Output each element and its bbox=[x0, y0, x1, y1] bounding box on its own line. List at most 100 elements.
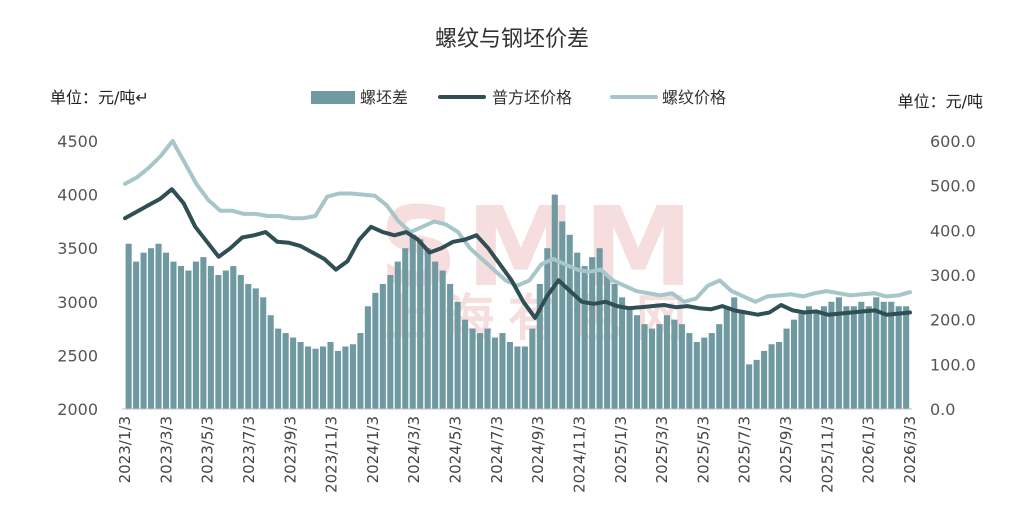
spread-bar bbox=[334, 350, 342, 409]
spread-bar bbox=[798, 310, 805, 409]
right-axis: 600.0 500.0 400.0 300.0 200.0 100.0 0.0 bbox=[930, 132, 976, 419]
x-axis: 2023/1/3 2023/3/3 2023/5/3 2023/7/3 2023/9/3… bbox=[116, 416, 919, 493]
x-tick-label: 2025/5/3 bbox=[694, 416, 712, 483]
x-tick-label: 2023/11/3 bbox=[323, 416, 341, 493]
x-tick-label: 2023/9/3 bbox=[281, 416, 299, 483]
right-tick-label: 200.0 bbox=[930, 311, 976, 330]
spread-bar bbox=[835, 297, 842, 409]
left-tick-label: 3000 bbox=[57, 293, 98, 312]
left-axis: 4500 4000 3500 3000 2500 2000 bbox=[57, 132, 98, 419]
x-tick-label: 2024/5/3 bbox=[447, 416, 465, 483]
legend-label-billet: 普方坯价格 bbox=[492, 88, 572, 107]
spread-bar bbox=[267, 315, 274, 409]
spread-bar bbox=[364, 306, 371, 409]
rebar-price-line bbox=[123, 139, 912, 304]
left-tick-label: 3500 bbox=[57, 239, 98, 258]
x-tick-label: 2024/1/3 bbox=[364, 416, 382, 483]
x-tick-label: 2023/3/3 bbox=[157, 416, 175, 483]
x-tick-label: 2025/11/3 bbox=[818, 416, 836, 493]
spread-bar bbox=[260, 297, 267, 409]
x-tick-label: 2024/11/3 bbox=[571, 416, 589, 493]
spread-bar bbox=[372, 292, 379, 409]
spread-bar bbox=[581, 266, 588, 409]
right-tick-label: 600.0 bbox=[930, 132, 976, 151]
spread-bar bbox=[185, 270, 192, 409]
spread-bar bbox=[290, 337, 297, 409]
x-tick-label: 2023/7/3 bbox=[240, 416, 258, 483]
legend-label-spread: 螺坯差 bbox=[360, 88, 408, 107]
spread-bar bbox=[305, 346, 312, 409]
spread-bar bbox=[880, 301, 887, 409]
spread-bar bbox=[574, 252, 581, 409]
x-tick-label: 2025/9/3 bbox=[777, 416, 795, 483]
spread-bar bbox=[783, 328, 790, 409]
spread-bar bbox=[447, 283, 454, 409]
legend: 螺坯差 普方坯价格 螺纹价格 bbox=[311, 88, 726, 107]
spread-bar bbox=[746, 364, 753, 409]
spread-bar bbox=[222, 270, 229, 409]
x-tick-label: 2026/3/3 bbox=[901, 416, 919, 483]
spread-bar bbox=[125, 243, 132, 409]
spread-bar bbox=[596, 248, 603, 409]
spread-bar bbox=[611, 283, 618, 409]
spread-bar bbox=[469, 328, 476, 409]
spread-bar bbox=[828, 301, 835, 409]
legend-label-rebar: 螺纹价格 bbox=[662, 88, 726, 107]
spread-bar bbox=[648, 328, 656, 409]
spread-bar bbox=[387, 275, 394, 409]
spread-bar bbox=[357, 333, 364, 409]
x-tick-label: 2025/3/3 bbox=[653, 416, 671, 483]
x-tick-label: 2025/7/3 bbox=[736, 416, 754, 483]
spread-bar bbox=[693, 342, 700, 409]
spread-bar bbox=[895, 306, 902, 409]
x-tick-label: 2024/9/3 bbox=[529, 416, 547, 483]
spread-bar bbox=[424, 248, 431, 409]
spread-bar bbox=[192, 261, 199, 409]
spread-bar bbox=[521, 346, 528, 409]
spread-bar bbox=[544, 248, 551, 409]
spread-bar bbox=[738, 310, 745, 409]
spread-bar bbox=[790, 319, 798, 409]
spread-bar bbox=[858, 301, 865, 409]
spread-bar bbox=[820, 306, 827, 409]
spread-bar bbox=[439, 270, 446, 409]
spread-bar bbox=[162, 252, 170, 409]
spread-bar bbox=[559, 221, 566, 409]
spread-bar bbox=[282, 333, 289, 409]
left-axis-unit: 单位：元/吨↵ bbox=[50, 88, 149, 107]
spread-bar bbox=[813, 310, 820, 409]
spread-bar bbox=[432, 261, 439, 409]
spread-bar bbox=[619, 297, 626, 409]
right-tick-label: 400.0 bbox=[930, 221, 976, 240]
spread-bar bbox=[626, 306, 633, 409]
spread-bar bbox=[230, 266, 237, 409]
spread-bar bbox=[133, 261, 140, 409]
x-tick-label: 2023/5/3 bbox=[199, 416, 217, 483]
spread-bar bbox=[342, 346, 349, 409]
spread-bar bbox=[805, 306, 813, 409]
spread-bar bbox=[207, 266, 214, 409]
spread-bar bbox=[716, 324, 723, 409]
spread-bar bbox=[551, 194, 558, 409]
svg-text:SMM: SMM bbox=[379, 183, 701, 311]
legend-swatch-spread bbox=[311, 91, 355, 104]
spread-bar bbox=[701, 337, 708, 409]
right-tick-label: 500.0 bbox=[930, 177, 976, 196]
spread-bar bbox=[476, 333, 484, 409]
spread-bar bbox=[529, 328, 536, 409]
x-tick-label: 2026/1/3 bbox=[860, 416, 878, 483]
spread-bar bbox=[604, 275, 611, 409]
spread-bar bbox=[761, 350, 768, 409]
left-tick-label: 2500 bbox=[57, 346, 98, 365]
right-tick-label: 0.0 bbox=[930, 400, 955, 419]
spread-bar bbox=[768, 344, 775, 409]
spread-bar bbox=[491, 337, 499, 409]
spread-bar bbox=[275, 328, 282, 409]
spread-bar bbox=[379, 283, 386, 409]
spread-bar bbox=[850, 306, 857, 409]
spread-bar bbox=[566, 234, 573, 409]
billet-price-line bbox=[123, 187, 912, 320]
spread-bar bbox=[484, 328, 491, 409]
price-lines bbox=[123, 139, 912, 320]
spread-bar bbox=[245, 283, 252, 409]
